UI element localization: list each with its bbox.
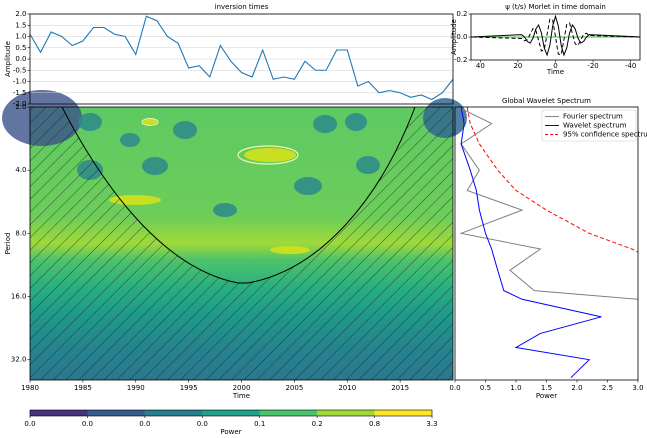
- x-tick-label: 1990: [127, 384, 145, 392]
- x-tick-label: 2000: [233, 384, 251, 392]
- x-tick-label: -40: [625, 62, 636, 70]
- y-tick-label: 0.0: [456, 33, 467, 41]
- legend-box: [541, 109, 637, 142]
- wavelet-power-image: [2, 90, 467, 380]
- series-line: [460, 107, 602, 379]
- y-tick-label: 0.2: [456, 10, 467, 18]
- series-line: [29, 15, 454, 101]
- x-tick-label: 40: [476, 62, 485, 70]
- colorbar-tick-label: 0.0: [139, 420, 150, 428]
- y-tick-label: 0.5: [15, 44, 26, 52]
- y-tick-label: -0.5: [13, 66, 27, 74]
- x-tick-label: 1.5: [541, 384, 552, 392]
- chart-title: Global Wavelet Spectrum: [502, 97, 591, 105]
- legend-label: 95% confidence spectrum: [563, 131, 647, 139]
- y-tick-label: 16.0: [11, 292, 27, 300]
- y-tick-label: -1.5: [13, 89, 27, 97]
- series-group: [457, 107, 638, 379]
- x-tick-label: 0.5: [480, 384, 491, 392]
- colorbar-segment: [30, 410, 88, 416]
- colorbar-tick-label: 0.0: [82, 420, 93, 428]
- y-tick-label: -1.0: [13, 78, 27, 86]
- colorbar-segment: [259, 410, 318, 416]
- x-tick-label: 1.0: [510, 384, 521, 392]
- x-tick-label: 2.0: [571, 384, 582, 392]
- colorbar-tick-label: 0.0: [24, 420, 35, 428]
- y-axis-label: Amplitude: [450, 19, 458, 55]
- colorbar-frame: [29, 409, 433, 417]
- series-group: [29, 15, 454, 101]
- y-tick-label: -2.0: [13, 100, 27, 108]
- series-line: [471, 18, 640, 56]
- y-axis-label: Amplitude: [4, 41, 12, 77]
- x-axis-label: Time: [546, 68, 564, 76]
- x-tick-label: 2005: [285, 384, 303, 392]
- colorbar-segment: [374, 410, 433, 416]
- y-tick-label: 2.0: [15, 103, 26, 111]
- colorbar-segment: [144, 410, 203, 416]
- y-tick-label: 2.0: [15, 10, 26, 18]
- series-line: [457, 107, 638, 300]
- colorbar-tick-label: 0.0: [197, 420, 208, 428]
- x-tick-label: 1980: [21, 384, 39, 392]
- colorbar-label: Power: [220, 428, 241, 436]
- colorbar-segment: [317, 410, 375, 416]
- axes-frame: [454, 106, 639, 381]
- colorbar-tick-label: 0.2: [312, 420, 323, 428]
- colorbar-segment: [87, 410, 146, 416]
- y-tick-label: -0.2: [454, 56, 468, 64]
- y-tick-label: 1.0: [15, 33, 26, 41]
- y-tick-label: 4.0: [15, 166, 26, 174]
- x-tick-label: 1985: [74, 384, 92, 392]
- y-tick-label: 8.0: [15, 229, 26, 237]
- x-tick-label: -20: [587, 62, 598, 70]
- x-axis-label: Time: [232, 392, 250, 400]
- y-axis-label: Period: [4, 233, 12, 255]
- y-tick-label: 0.0: [15, 55, 26, 63]
- x-tick-label: 2.5: [602, 384, 613, 392]
- x-axis-label: Power: [536, 392, 557, 400]
- legend-label: Wavelet spectrum: [563, 122, 627, 130]
- x-tick-label: 2015: [391, 384, 409, 392]
- series-group: [471, 14, 640, 57]
- series-line: [466, 107, 638, 253]
- x-tick-label: 0: [553, 62, 557, 70]
- y-tick-label: 32.0: [11, 356, 27, 364]
- colorbar-tick-label: 0.8: [369, 420, 380, 428]
- x-tick-label: 20: [513, 62, 522, 70]
- x-tick-label: 0.0: [449, 384, 460, 392]
- y-tick-label: 1.5: [15, 21, 26, 29]
- x-tick-label: 1995: [180, 384, 198, 392]
- colorbar-tick-label: 0.1: [254, 420, 265, 428]
- chart-title: ψ (t/s) Morlet in time domain: [505, 3, 606, 11]
- colorbar-segment: [202, 410, 261, 416]
- chart-title: inversion times: [215, 3, 269, 11]
- x-tick-label: 2010: [338, 384, 356, 392]
- x-tick-label: 3.0: [632, 384, 643, 392]
- legend-label: Fourier spectrum: [563, 113, 623, 121]
- colorbar-tick-label: 3.3: [426, 420, 437, 428]
